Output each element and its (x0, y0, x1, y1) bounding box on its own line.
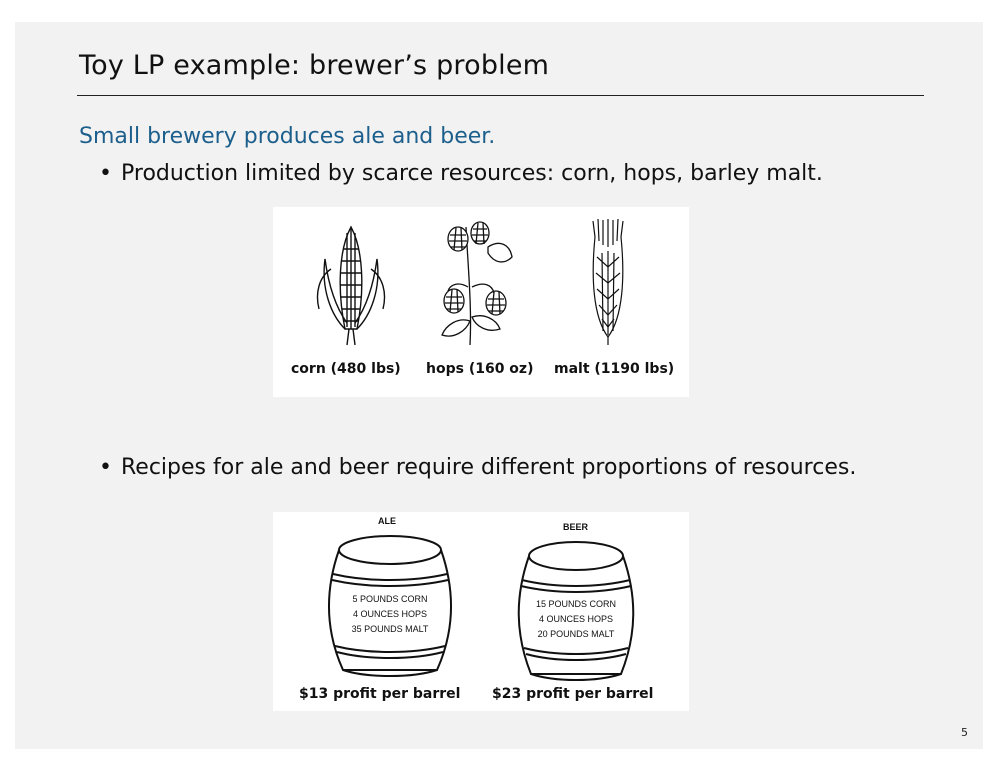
ale-ingredient-corn: 5 POUNDS CORN (352, 594, 428, 604)
beer-ingredient-hops: 4 OUNCES HOPS (538, 614, 614, 624)
bullet-item-resources: • Production limited by scarce resources:… (99, 161, 823, 186)
bullet-item-recipes: • Recipes for ale and beer require differ… (99, 455, 856, 480)
beer-profit: $23 profit per barrel (492, 686, 654, 702)
bullet-dot-icon: • (99, 455, 112, 480)
slide-subtitle: Small brewery produces ale and beer. (79, 124, 496, 149)
page-number: 5 (961, 726, 968, 739)
ale-ingredient-hops: 4 OUNCES HOPS (352, 609, 428, 619)
beer-ingredient-malt: 20 POUNDS MALT (537, 629, 615, 639)
bullet-text: Recipes for ale and beer require differe… (121, 455, 857, 480)
beer-recipe: 15 POUNDS CORN 4 OUNCES HOPS 20 POUNDS M… (517, 597, 635, 642)
hops-icon (441, 221, 513, 346)
corn-icon (316, 225, 386, 346)
bullet-dot-icon: • (99, 161, 112, 186)
ale-profit: $13 profit per barrel (299, 686, 461, 702)
title-divider (77, 95, 924, 96)
barrel-header-beer: BEER (563, 522, 589, 532)
ale-barrel-icon (328, 535, 452, 677)
bullet-text: Production limited by scarce resources: … (121, 161, 823, 186)
recipes-figure: ALE 5 POUNDS CORN 4 OUNCES HOPS 35 POUND… (273, 512, 689, 711)
malt-icon (592, 218, 624, 345)
slide-title: Toy LP example: brewer’s problem (79, 50, 550, 81)
beer-barrel-icon (517, 541, 635, 681)
resource-label-malt: malt (1190 lbs) (554, 361, 675, 377)
resource-label-corn: corn (480 lbs) (291, 361, 401, 377)
resource-label-hops: hops (160 oz) (426, 361, 534, 377)
ale-recipe: 5 POUNDS CORN 4 OUNCES HOPS 35 POUNDS MA… (327, 592, 453, 637)
beer-ingredient-corn: 15 POUNDS CORN (535, 599, 616, 609)
ale-ingredient-malt: 35 POUNDS MALT (351, 624, 429, 634)
slide: Toy LP example: brewer’s problem Small b… (15, 22, 983, 749)
resources-figure: corn (480 lbs) hops (160 oz) malt (1190 … (273, 207, 689, 397)
barrel-header-ale: ALE (378, 516, 396, 526)
